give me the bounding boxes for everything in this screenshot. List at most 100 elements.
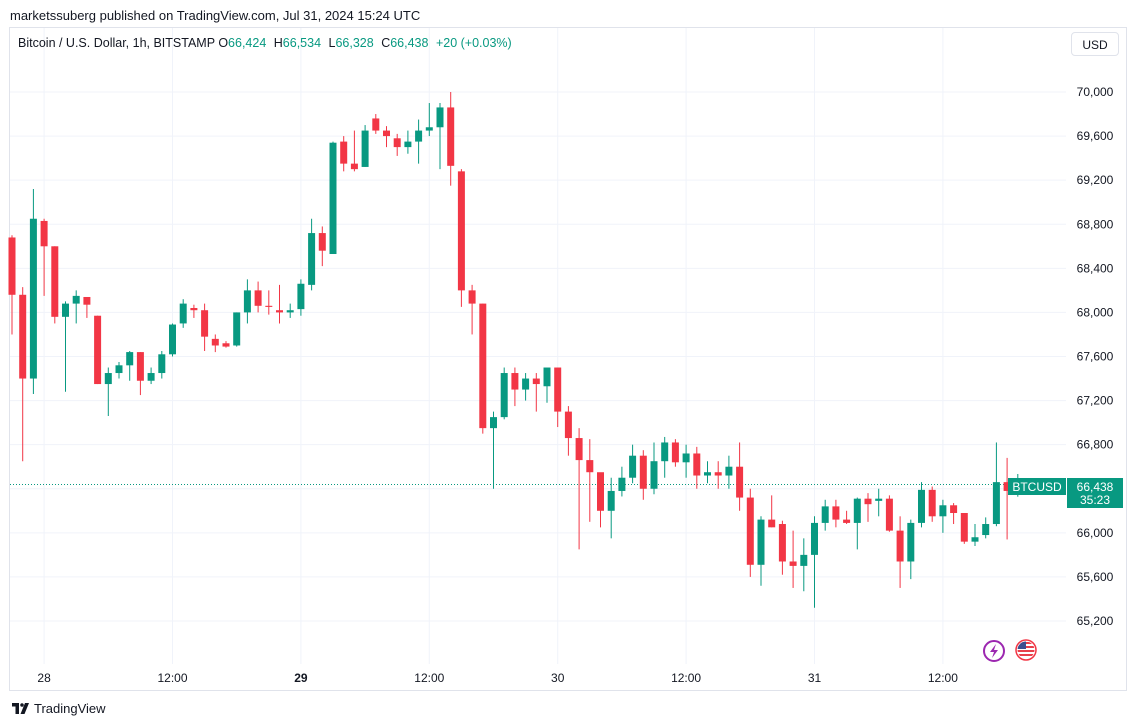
candle-body [51, 246, 59, 317]
candle [62, 301, 69, 392]
candle [29, 188, 37, 394]
candle [950, 503, 958, 525]
candle-body [479, 303, 487, 429]
candle [554, 367, 562, 428]
candle-body [340, 141, 348, 164]
us-flag-icon[interactable] [1015, 639, 1037, 661]
candle-body [896, 530, 904, 562]
candle [201, 303, 209, 351]
candle [768, 495, 776, 528]
candle [821, 499, 829, 531]
candle [340, 136, 348, 172]
candle-body [853, 498, 861, 523]
candle [682, 444, 690, 478]
candle [918, 482, 925, 528]
candle-body [83, 296, 91, 305]
candle-body [928, 489, 936, 517]
candle [800, 538, 808, 592]
candle-body [276, 310, 283, 313]
candle-body [736, 466, 744, 498]
candle [736, 442, 744, 511]
candle-body [265, 305, 273, 307]
candle-body [136, 352, 144, 381]
candle [575, 428, 583, 550]
y-tick-label: 66,800 [1077, 438, 1114, 452]
candle-body [885, 498, 893, 531]
candle [490, 411, 497, 489]
y-tick-label: 65,200 [1077, 614, 1114, 628]
candle [104, 367, 112, 417]
candle-body [661, 442, 669, 462]
candle [885, 495, 893, 532]
candle-body [843, 519, 851, 523]
candle [425, 103, 433, 137]
candle-body [468, 290, 476, 304]
tradingview-brand: TradingView [34, 701, 106, 716]
last-price-tag: BTCUSD 66,438 35:23 [1008, 478, 1123, 508]
candle-body [383, 130, 390, 137]
lightning-event-icon[interactable] [983, 640, 1005, 662]
candle-body [511, 373, 519, 390]
x-tick-label: 12:00 [414, 671, 444, 685]
y-tick-label: 66,000 [1077, 526, 1114, 540]
tradingview-mark-icon [12, 703, 29, 714]
candle-body [1003, 482, 1011, 491]
candle [276, 284, 283, 324]
candle-body [40, 220, 48, 247]
candle [83, 296, 91, 318]
candle [308, 218, 316, 291]
candle-body [318, 233, 326, 251]
candle [415, 119, 423, 164]
low-value: 66,328 [335, 36, 374, 50]
candle [832, 499, 840, 528]
candle [607, 477, 615, 539]
candle-body [586, 460, 594, 473]
candle-body [725, 466, 733, 476]
candle [704, 461, 711, 484]
candle-body [158, 354, 166, 374]
symbol-title: Bitcoin / U.S. Dollar, 1h, BITSTAMP [18, 36, 215, 50]
candle-body [811, 522, 818, 555]
candle-body [629, 455, 637, 478]
candle-body [29, 218, 37, 379]
candle-body [671, 442, 679, 463]
candle [864, 493, 872, 522]
candle-body [115, 365, 123, 374]
candle [789, 530, 797, 588]
candle [960, 512, 968, 544]
close-label: C [381, 36, 391, 50]
x-tick-label: 31 [808, 671, 822, 685]
y-tick-label: 68,800 [1077, 217, 1114, 231]
candle-body [8, 237, 16, 295]
candle [447, 92, 455, 186]
publisher-caption: marketssuberg published on TradingView.c… [10, 8, 421, 23]
candle [383, 126, 390, 148]
candle-body [372, 118, 380, 131]
high-label: H [273, 36, 283, 50]
candle-body [650, 461, 658, 489]
price-tag-countdown: 35:23 [1080, 493, 1110, 507]
currency-button[interactable]: USD [1071, 32, 1119, 56]
candle [457, 169, 465, 307]
candle [233, 312, 241, 347]
candle [8, 235, 16, 335]
y-tick-label: 65,600 [1077, 570, 1114, 584]
candle [51, 246, 59, 324]
candle-body [233, 312, 241, 346]
candle-body [768, 519, 776, 528]
y-tick-label: 68,400 [1077, 261, 1114, 275]
x-tick-label: 12:00 [671, 671, 701, 685]
candle-body [62, 303, 69, 317]
candle [875, 488, 883, 517]
candle-body [222, 343, 230, 347]
candle [500, 367, 508, 420]
candle [40, 218, 48, 296]
tradingview-logo[interactable]: TradingView [12, 701, 106, 716]
candle-body [800, 554, 808, 566]
candle-body [757, 519, 765, 565]
candle-body [992, 482, 1000, 525]
candle [853, 497, 861, 550]
candle-body [597, 472, 604, 511]
candle-body [457, 171, 465, 291]
